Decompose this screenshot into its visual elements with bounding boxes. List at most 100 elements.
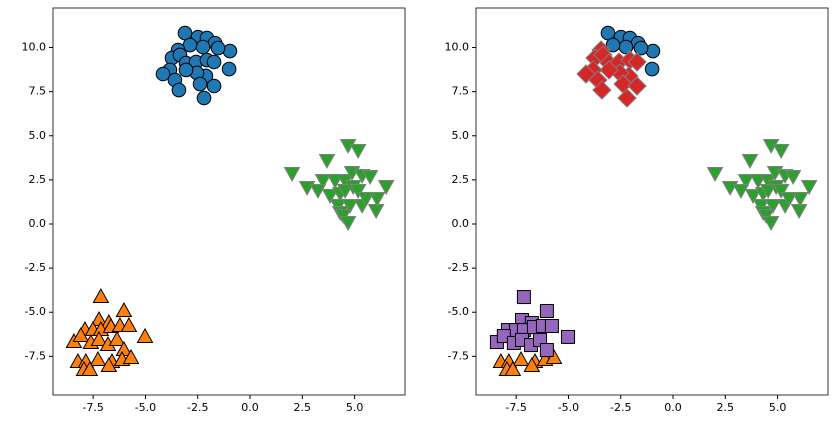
series	[576, 40, 647, 108]
point	[339, 216, 357, 232]
point	[206, 78, 222, 94]
point	[523, 357, 541, 373]
point	[627, 52, 647, 72]
y-tick-label: -2.5	[448, 261, 469, 274]
point	[512, 351, 530, 367]
point	[89, 351, 107, 367]
series	[492, 348, 563, 376]
y-tick-label: 10.0	[22, 41, 47, 54]
point	[784, 170, 802, 186]
point	[737, 174, 755, 190]
series	[155, 25, 238, 106]
y-tick-label: 7.5	[29, 85, 47, 98]
x-tick-label: 5.0	[769, 401, 787, 414]
y-tick-label: 10.0	[445, 41, 470, 54]
point	[100, 357, 118, 373]
y-tick-label: 2.5	[452, 173, 470, 186]
point	[92, 288, 110, 304]
point	[318, 153, 336, 169]
point	[791, 192, 809, 208]
point	[544, 319, 559, 333]
y-tick-label: -7.5	[448, 349, 469, 362]
point	[367, 204, 385, 220]
point	[349, 144, 367, 160]
point	[749, 174, 767, 190]
y-tick-label: -2.5	[25, 261, 46, 274]
point	[361, 170, 379, 186]
point	[539, 343, 554, 357]
point	[759, 183, 777, 199]
point	[72, 327, 90, 343]
point	[772, 144, 790, 160]
y-tick-label: 5.0	[29, 129, 47, 142]
x-tick-label: -7.5	[82, 401, 103, 414]
y-tick-label: -5.0	[25, 305, 46, 318]
point	[368, 192, 386, 208]
point	[196, 90, 212, 106]
y-tick-label: 0.0	[29, 217, 47, 230]
x-tick-label: 2.5	[717, 401, 735, 414]
point	[633, 40, 649, 56]
point	[283, 167, 301, 183]
point	[321, 189, 339, 205]
x-tick-label: -2.5	[187, 401, 208, 414]
point	[206, 54, 222, 70]
point	[645, 43, 661, 59]
y-tick-label: -7.5	[25, 349, 46, 362]
point	[309, 183, 327, 199]
point	[741, 153, 759, 169]
point	[790, 204, 808, 220]
point	[644, 61, 660, 77]
series	[706, 138, 818, 232]
point	[326, 174, 344, 190]
point	[599, 60, 619, 80]
series	[65, 288, 154, 376]
point	[155, 66, 171, 82]
point	[314, 174, 332, 190]
x-tick-label: 5.0	[346, 401, 364, 414]
point	[762, 216, 780, 232]
y-tick-label: -5.0	[448, 305, 469, 318]
point	[780, 192, 798, 208]
point	[108, 330, 126, 346]
point	[90, 330, 108, 346]
series	[600, 25, 661, 77]
point	[706, 167, 724, 183]
point	[772, 183, 790, 199]
point	[516, 290, 531, 305]
point	[539, 304, 554, 318]
point	[336, 183, 354, 199]
point	[627, 76, 647, 96]
point	[592, 80, 612, 100]
x-tick-label: 0.0	[241, 401, 259, 414]
y-tick-label: 0.0	[452, 217, 470, 230]
x-tick-label: 0.0	[664, 401, 682, 414]
point	[349, 183, 367, 199]
point	[617, 88, 637, 108]
point	[195, 39, 211, 55]
x-tick-label: 2.5	[294, 401, 312, 414]
point	[744, 189, 762, 205]
point	[221, 61, 237, 77]
point	[210, 40, 226, 56]
point	[800, 180, 818, 196]
point	[377, 180, 395, 196]
point	[504, 360, 522, 376]
point	[357, 192, 375, 208]
x-tick-label: -2.5	[610, 401, 631, 414]
series	[489, 290, 576, 357]
axes-frame	[475, 7, 829, 396]
point	[605, 37, 621, 53]
point	[192, 76, 208, 92]
point	[561, 329, 576, 344]
axes-frame	[52, 7, 406, 396]
point	[122, 348, 140, 364]
point	[120, 316, 138, 332]
series	[283, 138, 395, 232]
point	[222, 43, 238, 59]
point	[81, 360, 99, 376]
x-tick-label: -5.0	[558, 401, 579, 414]
point	[178, 62, 194, 78]
y-tick-label: 7.5	[452, 85, 470, 98]
